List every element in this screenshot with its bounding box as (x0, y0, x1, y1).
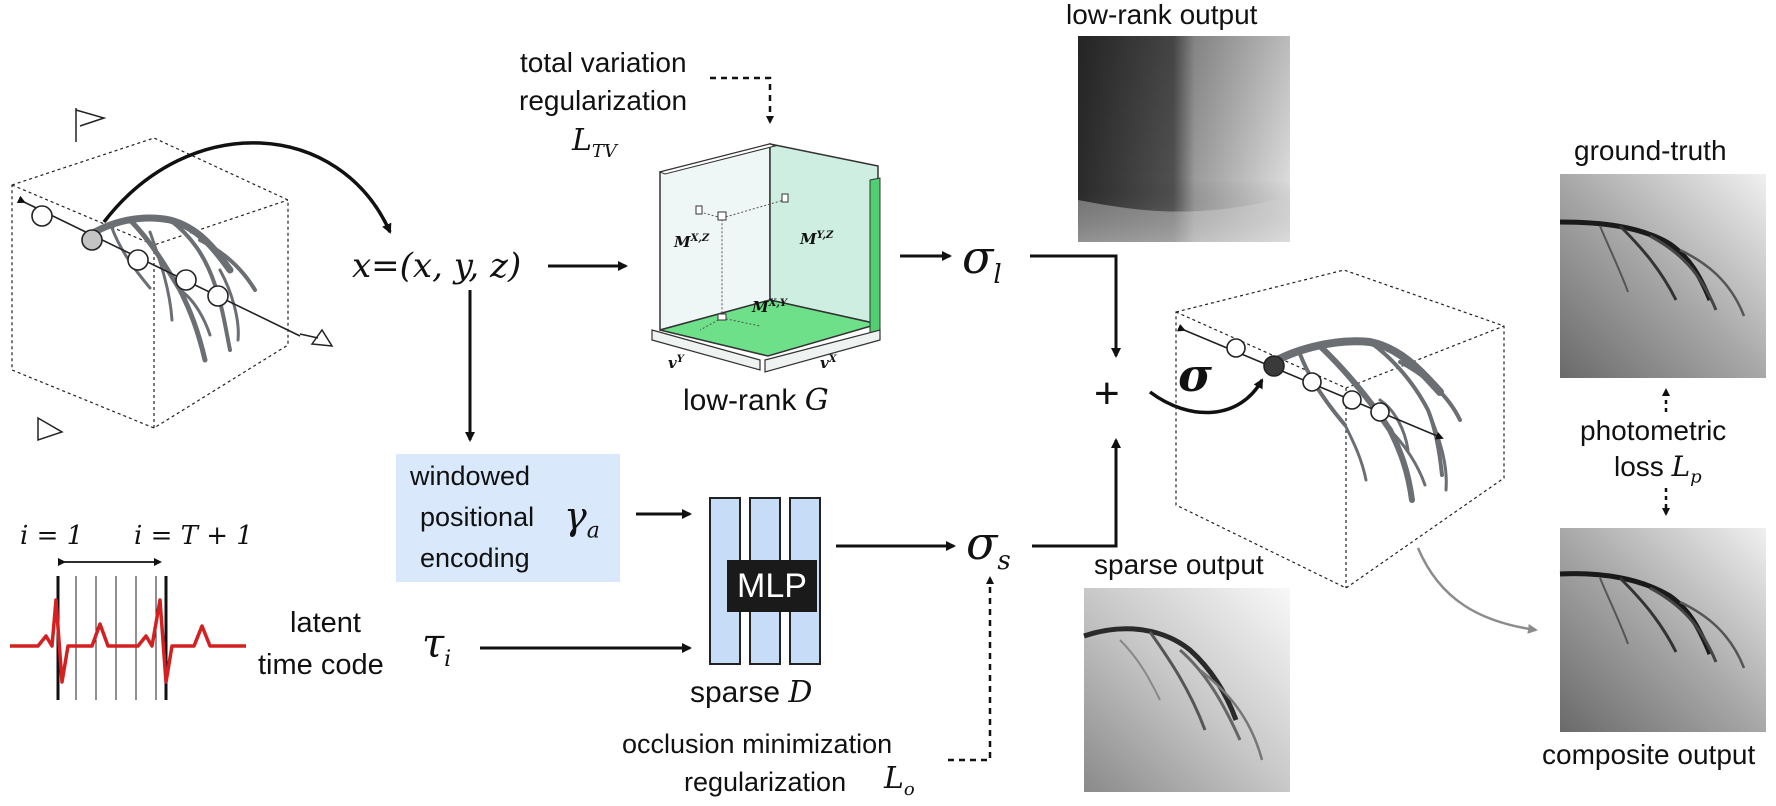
vessel-icon (1266, 337, 1462, 503)
ground-truth-image (1559, 174, 1766, 378)
curved-arrow (102, 141, 392, 234)
lowrank-G-label: low-rank G (683, 383, 829, 418)
tv-label-line1: total variation (520, 47, 687, 78)
tau-label: τi (422, 621, 452, 672)
sparse-output-image (1083, 588, 1290, 792)
arrow-sigma-s-to-plus (1032, 438, 1121, 548)
lowrank-output-title: low-rank output (1066, 0, 1258, 30)
occlusion-loss-symbol: Lo (884, 761, 915, 800)
v-x-label: vX (820, 354, 837, 372)
pe-line3: encoding (420, 543, 530, 573)
i-eq-T1-label: i = T + 1 (134, 521, 253, 551)
occlusion-line2: regularization (684, 767, 847, 797)
ecg-icon (10, 558, 246, 700)
camera-icon (299, 328, 334, 347)
latent-line1: latent (290, 607, 361, 639)
sparse-output-title: sparse output (1094, 549, 1264, 580)
ground-truth-title: ground-truth (1574, 135, 1727, 166)
plus-sign: + (1094, 369, 1120, 418)
occlusion-line1: occlusion minimization (622, 729, 893, 759)
lowrank-output-image (1078, 36, 1290, 242)
mlp-label: MLP (727, 560, 817, 612)
camera-icon (75, 108, 107, 142)
composite-output-title: composite output (1542, 739, 1756, 770)
output-cube (1175, 269, 1505, 589)
dashed-arrow-occlusion (948, 576, 994, 762)
sigma-s-label: σs (966, 516, 1011, 577)
lowrank-triplane (651, 143, 881, 373)
composite-output-image (1559, 528, 1766, 732)
sparse-D-label: sparse D (690, 675, 813, 710)
arrow-sigma-l-to-plus (1030, 254, 1121, 358)
sigma-label: σ (1178, 348, 1212, 402)
dashed-arrow-tv (710, 76, 774, 124)
positional-encoding-box (396, 454, 620, 582)
latent-line2: time code (258, 649, 384, 681)
grey-arrow-to-composite (1416, 547, 1538, 634)
photometric-line1: photometric (1580, 415, 1727, 446)
photometric-line2: loss Lp (1614, 450, 1702, 488)
vessel-icon (84, 214, 257, 363)
m-xy-label: MX,Y (752, 298, 787, 316)
pe-line2: positional (420, 502, 535, 532)
tv-label-line2: regularization (519, 85, 688, 116)
sample-point-icon (31, 205, 229, 307)
m-yz-label: MY,Z (800, 230, 834, 248)
x-equation: x=(x, y, z) (352, 246, 522, 286)
tv-loss-symbol: LTV (572, 123, 617, 162)
i-eq-1-label: i = 1 (20, 521, 84, 551)
scene-cube (11, 137, 289, 429)
m-xz-label: MX,Z (674, 233, 710, 251)
sample-point-icon (1226, 338, 1390, 422)
v-y-label: vY (668, 354, 684, 372)
sigma-l-label: σl (962, 230, 1002, 291)
pe-line1: windowed (410, 461, 531, 491)
camera-icon (37, 416, 64, 442)
ray-line (16, 195, 301, 337)
gamma-label: γa (564, 494, 600, 544)
